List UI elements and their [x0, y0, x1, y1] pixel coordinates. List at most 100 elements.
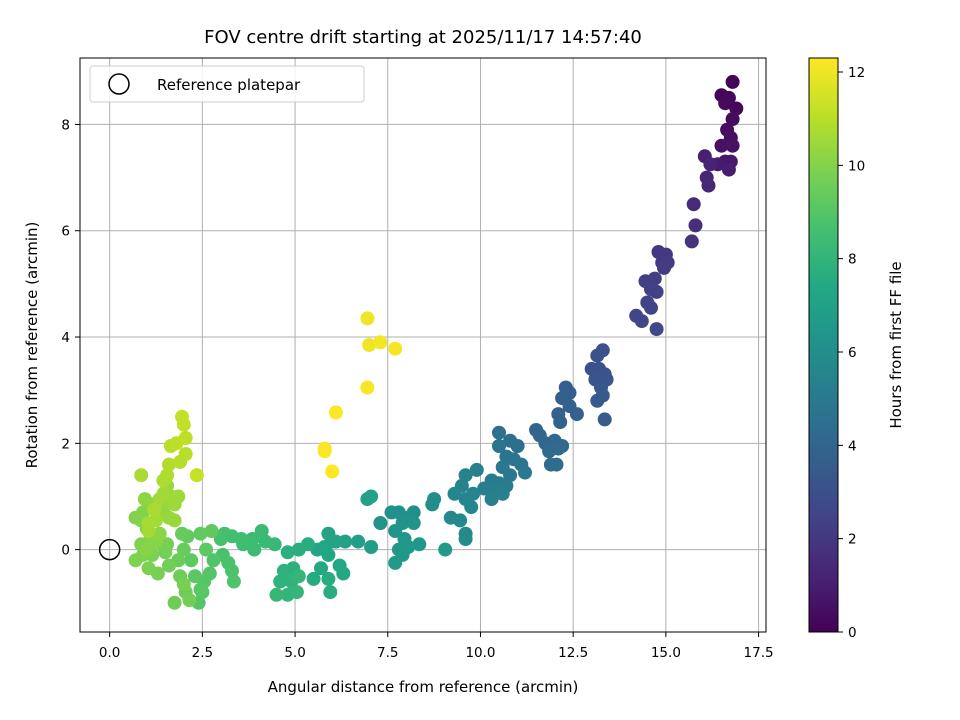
y-tick-label: 2 — [61, 436, 70, 452]
data-point — [518, 465, 532, 480]
data-point — [634, 314, 649, 329]
colorbar-tick-label: 12 — [848, 65, 865, 81]
data-point — [657, 260, 671, 275]
x-tick-label: 12.5 — [558, 645, 588, 661]
y-tick-label: 6 — [61, 224, 70, 240]
x-tick-label: 7.5 — [377, 645, 398, 661]
data-point — [644, 300, 658, 315]
y-axis-ticks: 0 2 4 6 8 — [61, 117, 80, 559]
data-point — [388, 341, 403, 356]
y-axis-label: Rotation from reference (arcmin) — [23, 222, 41, 469]
x-tick-label: 0.0 — [99, 645, 120, 661]
legend-marker-icon — [108, 73, 130, 95]
data-point — [458, 468, 473, 483]
data-point — [551, 441, 566, 456]
colorbar-label: Hours from first FF file — [887, 261, 905, 428]
data-point — [388, 524, 403, 538]
data-point — [590, 393, 605, 408]
x-axis-ticks: 0.0 2.5 5.0 7.5 10.0 12.5 15.0 17.5 — [99, 632, 774, 661]
data-point — [484, 492, 499, 507]
data-point — [193, 582, 208, 597]
x-tick-label: 15.0 — [651, 645, 681, 661]
data-point — [553, 415, 568, 430]
data-point — [176, 577, 191, 592]
grid-lines — [80, 58, 766, 632]
data-point — [549, 457, 564, 472]
data-point — [438, 542, 453, 557]
data-point — [306, 571, 321, 586]
data-point — [141, 516, 156, 530]
data-point — [167, 595, 182, 610]
data-point — [492, 425, 506, 440]
data-point — [189, 468, 204, 483]
legend-box — [89, 65, 365, 103]
data-point — [175, 526, 189, 541]
data-point — [171, 489, 186, 504]
data-point — [226, 574, 241, 589]
data-point — [469, 462, 484, 477]
data-point — [373, 335, 388, 350]
data-point — [314, 561, 328, 576]
data-point — [182, 593, 197, 608]
data-point — [188, 569, 202, 584]
data-point — [364, 489, 379, 504]
colorbar — [808, 57, 839, 633]
data-point — [725, 112, 740, 127]
data-point — [388, 555, 403, 570]
y-tick-label: 0 — [61, 543, 70, 559]
data-point — [406, 516, 421, 530]
data-point — [503, 468, 518, 483]
colorbar-tick-label: 2 — [848, 532, 857, 548]
colorbar-tick-label: 6 — [848, 345, 857, 361]
data-point — [364, 540, 379, 554]
data-point — [193, 526, 208, 541]
x-tick-label: 10.0 — [465, 645, 495, 661]
data-point — [225, 563, 239, 578]
data-point — [569, 407, 584, 422]
data-point — [321, 547, 336, 562]
x-tick-label: 17.5 — [744, 645, 774, 661]
data-point — [458, 532, 473, 546]
data-point — [280, 545, 295, 560]
data-point — [213, 532, 228, 546]
data-point — [147, 502, 162, 517]
data-point — [477, 481, 492, 496]
data-point — [289, 585, 304, 600]
data-point — [328, 405, 343, 420]
data-point — [162, 558, 176, 573]
reference-platepar-marker — [98, 538, 121, 561]
data-point — [686, 197, 701, 212]
colorbar-tick-label: 10 — [848, 158, 865, 174]
data-point — [351, 534, 366, 549]
data-point — [176, 542, 191, 557]
data-point — [721, 162, 736, 177]
data-point — [729, 101, 744, 116]
data-point — [718, 96, 733, 111]
data-point — [321, 571, 336, 586]
data-point — [175, 409, 189, 424]
colorbar-tick-label: 8 — [848, 252, 857, 268]
data-point — [495, 486, 510, 501]
data-point — [162, 457, 176, 472]
data-point — [317, 444, 332, 459]
y-tick-label: 4 — [61, 330, 70, 346]
colorbar-ticks: 0 2 4 6 8 10 12 — [838, 65, 865, 641]
data-point — [373, 516, 388, 530]
y-tick-label: 8 — [61, 117, 70, 133]
data-point — [247, 542, 262, 557]
data-point — [510, 439, 525, 453]
data-point — [590, 348, 605, 363]
data-point — [178, 431, 193, 445]
data-point — [360, 311, 375, 326]
data-point — [464, 500, 479, 515]
data-point — [141, 561, 156, 576]
data-point — [184, 553, 199, 568]
data-point — [725, 74, 740, 89]
chart-title: FOV centre drift starting at 2025/11/17 … — [204, 27, 642, 48]
data-points — [98, 74, 744, 610]
data-point — [684, 234, 699, 249]
data-point — [453, 513, 468, 528]
data-point — [160, 468, 175, 483]
data-point — [688, 218, 703, 233]
